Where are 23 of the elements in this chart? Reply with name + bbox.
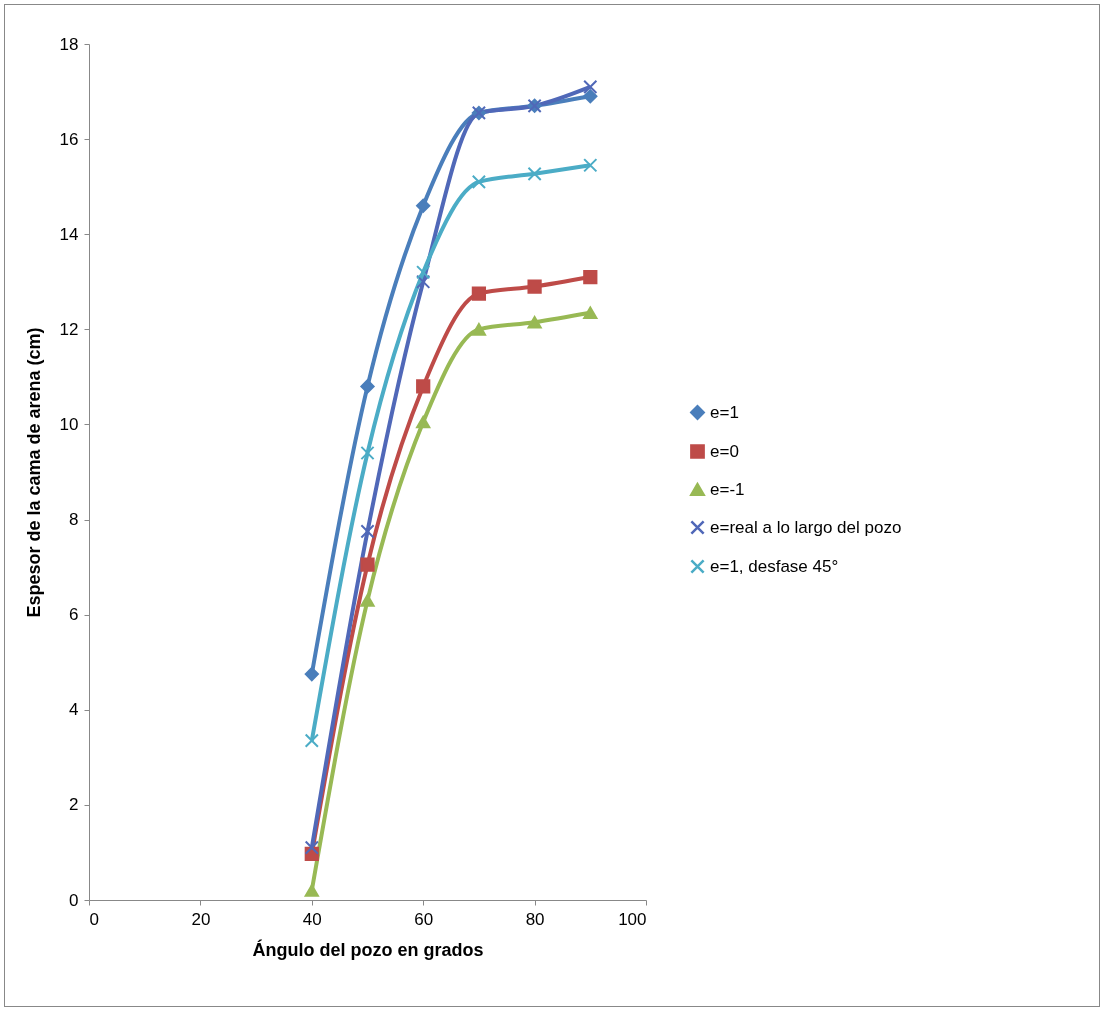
x-tick-label: 60	[414, 909, 434, 929]
y-tick-label: 6	[69, 605, 79, 625]
x-tick-label: 100	[618, 909, 647, 929]
x-tick-label: 20	[191, 909, 211, 929]
y-tick-label: 10	[59, 414, 79, 434]
legend-label: e=1, desfase 45°	[710, 556, 839, 576]
y-axis-title: Espesor de la cama de arena (cm)	[23, 327, 44, 618]
y-tick-label: 2	[69, 795, 79, 815]
y-tick-label: 16	[59, 129, 79, 149]
y-tick-label: 18	[59, 34, 79, 54]
y-tick-label: 12	[59, 319, 79, 339]
y-tick-label: 0	[69, 890, 79, 910]
y-tick-label: 14	[59, 224, 79, 244]
x-axis-title: Ángulo del pozo en grados	[252, 938, 484, 960]
legend-label: e=-1	[710, 479, 745, 499]
legend-label: e=0	[710, 441, 739, 461]
x-tick-label: 40	[302, 909, 322, 929]
legend-label: e=real a lo largo del pozo	[710, 517, 902, 537]
x-tick-label: 80	[525, 909, 545, 929]
y-tick-label: 4	[69, 700, 79, 720]
y-tick-label: 8	[69, 510, 79, 530]
legend-label: e=1	[710, 402, 739, 422]
x-tick-label: 0	[89, 909, 99, 929]
